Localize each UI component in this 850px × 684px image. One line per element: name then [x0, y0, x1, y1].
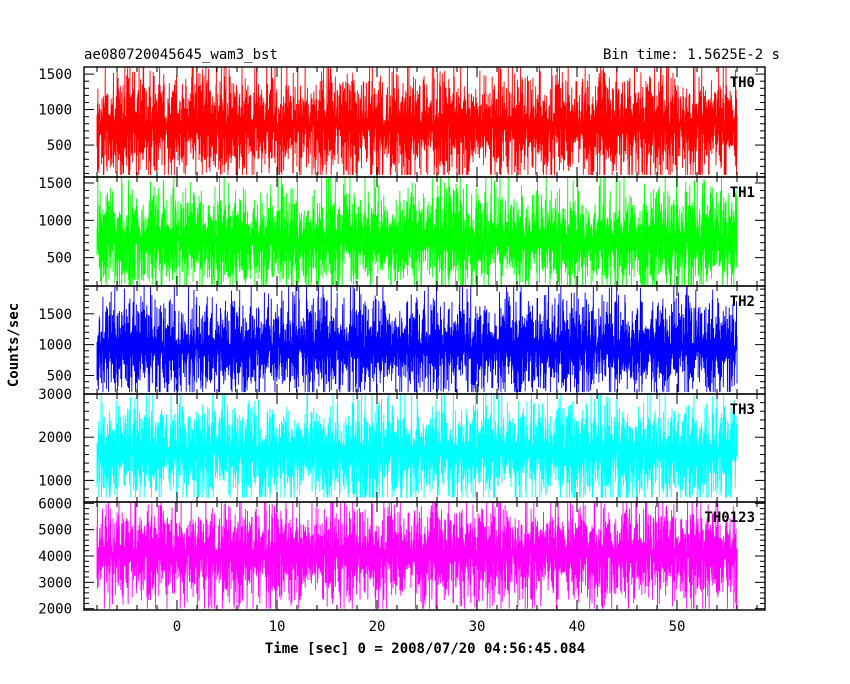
- y-tick-label-th2: 1000: [38, 338, 72, 354]
- y-tick-label-th0123: 5000: [38, 523, 72, 539]
- x-tick-label: 30: [469, 619, 486, 635]
- chart-title-right: Bin time: 1.5625E-2 s: [603, 47, 780, 63]
- y-tick-label-th3: 3000: [38, 387, 72, 403]
- y-tick-label-th1: 1000: [38, 213, 72, 229]
- y-tick-label-th0: 1000: [38, 103, 72, 119]
- y-tick-label-th0123: 2000: [38, 602, 72, 618]
- y-axis-label: Counts/sec: [6, 303, 22, 387]
- panel-label-th0123: TH0123: [704, 510, 755, 526]
- y-tick-label-th0: 1500: [38, 67, 72, 83]
- x-tick-label: 40: [569, 619, 586, 635]
- series-trace-th0123: [96, 501, 738, 609]
- panel-label-th1: TH1: [730, 185, 755, 201]
- y-tick-label-th0123: 4000: [38, 549, 72, 565]
- y-tick-label-th2: 1500: [38, 307, 72, 323]
- x-tick-label: 10: [269, 619, 286, 635]
- y-tick-label-th3: 1000: [38, 473, 72, 489]
- y-tick-label-th1: 500: [47, 251, 72, 267]
- x-tick-label: 20: [369, 619, 386, 635]
- x-tick-label: 50: [669, 619, 686, 635]
- y-tick-label-th1: 1500: [38, 176, 72, 192]
- panel-label-th2: TH2: [730, 294, 755, 310]
- series-trace-th1: [96, 176, 738, 286]
- y-tick-label-th0123: 6000: [38, 496, 72, 512]
- x-axis-label: Time [sec] 0 = 2008/07/20 04:56:45.084: [265, 641, 585, 657]
- y-tick-label-th0: 500: [47, 138, 72, 154]
- traces-layer: [96, 66, 738, 609]
- panel-label-th3: TH3: [730, 402, 755, 418]
- panel-label-th0: TH0: [730, 75, 755, 91]
- y-tick-label-th2: 500: [47, 368, 72, 384]
- y-tick-label-th3: 2000: [38, 430, 72, 446]
- y-tick-label-th0123: 3000: [38, 575, 72, 591]
- series-trace-th2: [96, 285, 738, 393]
- x-tick-label: 0: [173, 619, 181, 635]
- series-trace-th0: [96, 66, 738, 175]
- chart-title-left: ae080720045645_wam3_bst: [84, 47, 278, 63]
- series-trace-th3: [96, 393, 738, 498]
